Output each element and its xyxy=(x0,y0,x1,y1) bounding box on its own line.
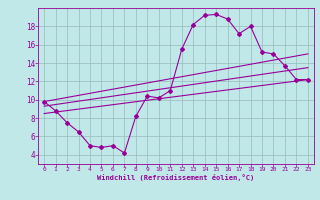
X-axis label: Windchill (Refroidissement éolien,°C): Windchill (Refroidissement éolien,°C) xyxy=(97,174,255,181)
